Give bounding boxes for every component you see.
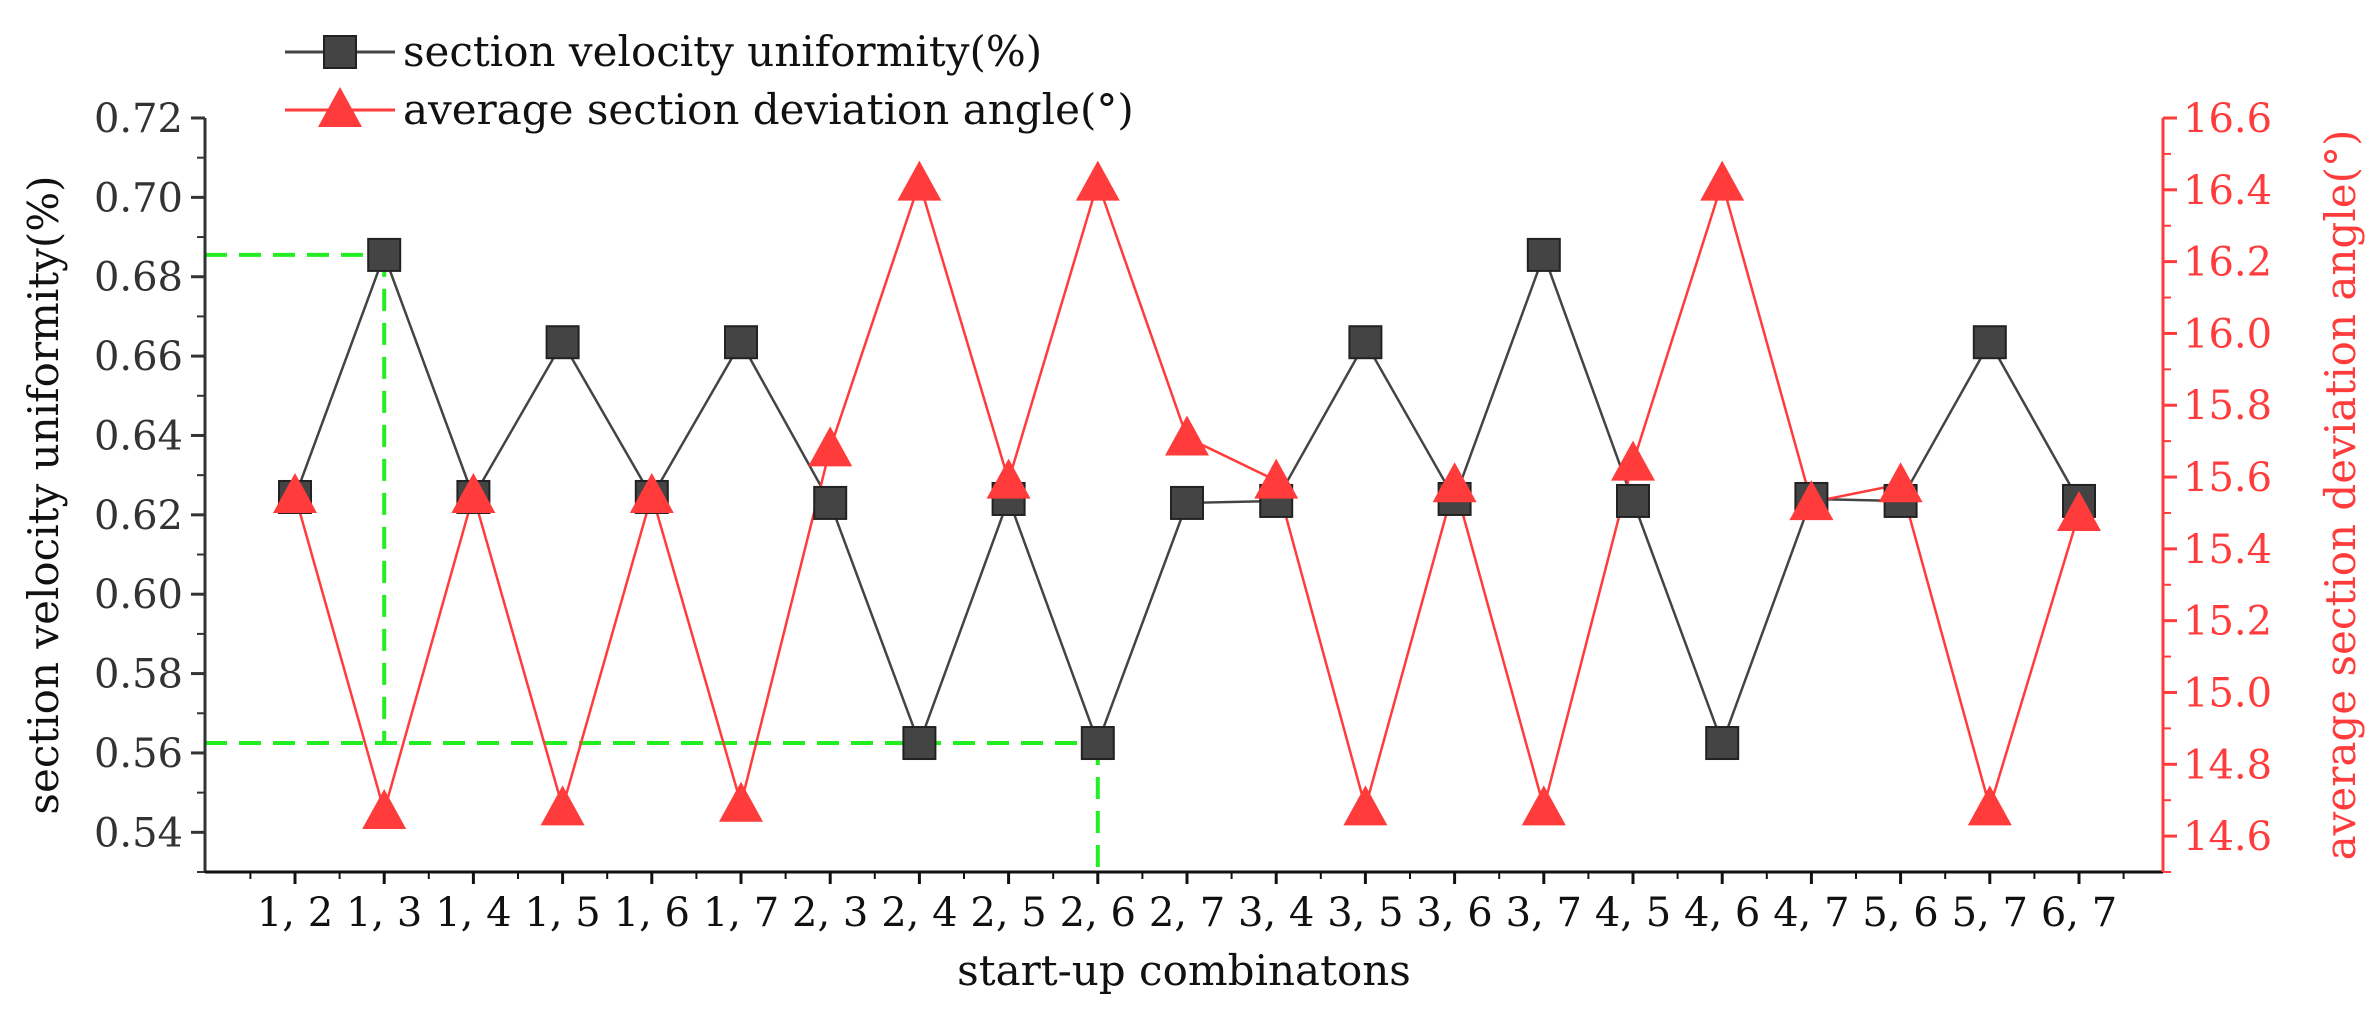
angle-point: [362, 788, 407, 829]
x-tick-label: 3, 5: [1327, 890, 1403, 936]
left-tick-label: 0.70: [94, 175, 183, 221]
x-axis-title: start-up combinatons: [957, 946, 1411, 995]
angle-point: [1521, 785, 1566, 826]
right-tick-label: 14.6: [2183, 814, 2272, 860]
uniformity-point: [367, 237, 402, 272]
right-tick-label: 15.4: [2183, 527, 2272, 573]
x-ticks: 1, 2 1, 3 1, 4 1, 5 1, 6 1, 7 2, 3 2, 4 2, 5 2, 6…: [249, 872, 2125, 936]
angle-point: [1700, 160, 1745, 201]
series-layer: [273, 160, 2101, 829]
angle-point: [1967, 785, 2012, 826]
x-tick-label: 4, 7: [1773, 890, 1849, 936]
left-axis-title: section velocity uniformity(%): [19, 175, 68, 814]
right-tick-label: 15.2: [2183, 599, 2272, 645]
left-tick-label: 0.54: [94, 810, 183, 856]
x-tick-label: 3, 7: [1506, 890, 1582, 936]
angle-point: [1789, 480, 1834, 521]
left-tick-label: 0.62: [94, 493, 183, 539]
uniformity-point: [813, 485, 848, 520]
left-tick-label: 0.72: [94, 96, 183, 142]
left-ticks: 0.54 0.56 0.58 0.60 0.62 0.64 0.66 0.68 0.70 0.72: [94, 96, 205, 873]
x-tick-label: 2, 5: [970, 890, 1046, 936]
x-tick-label: 5, 7: [1952, 890, 2028, 936]
right-tick-label: 16.4: [2183, 168, 2272, 214]
angle-point: [1254, 458, 1299, 499]
x-tick-label: 1, 3: [346, 890, 422, 936]
angle-point: [808, 426, 853, 467]
uniformity-point: [1972, 325, 2007, 360]
angle-point: [1075, 160, 1120, 201]
x-tick-label: 2, 7: [1149, 890, 1225, 936]
legend: section velocity uniformity(%) average s…: [285, 27, 1134, 134]
right-tick-label: 15.6: [2183, 455, 2272, 501]
axes: [203, 118, 2165, 874]
left-tick-label: 0.58: [94, 652, 183, 698]
legend-label-uniformity: section velocity uniformity(%): [403, 27, 1042, 76]
uniformity-point: [1616, 483, 1650, 518]
angle-point: [1343, 785, 1388, 826]
right-tick-label: 16.6: [2183, 96, 2272, 142]
left-tick-label: 0.66: [94, 334, 183, 380]
x-tick-label: 1, 6: [614, 890, 690, 936]
angle-point: [273, 473, 317, 513]
x-tick-label: 4, 6: [1684, 890, 1760, 936]
left-tick-label: 0.64: [94, 413, 183, 459]
angle-point: [540, 785, 585, 826]
x-tick-label: 2, 3: [792, 890, 868, 936]
angle-point: [719, 781, 763, 822]
legend-triangle-marker: [318, 87, 362, 127]
right-tick-label: 15.8: [2183, 383, 2272, 429]
uniformity-point: [545, 325, 580, 360]
legend-label-angle: average section deviation angle(°): [403, 85, 1134, 134]
x-tick-label: 2, 6: [1060, 890, 1136, 936]
x-tick-label: 3, 6: [1416, 890, 1492, 936]
right-tick-label: 15.0: [2183, 670, 2272, 716]
angle-point: [897, 160, 942, 201]
x-tick-label: 1, 2: [257, 890, 333, 936]
right-tick-label: 14.8: [2183, 742, 2272, 788]
x-tick-label: 1, 4: [435, 890, 511, 936]
right-axis-title: average section deviation angle(°): [2316, 130, 2365, 861]
left-tick-label: 0.68: [94, 255, 183, 301]
annotation-lines: [205, 252, 1100, 872]
x-tick-label: 1, 5: [524, 890, 600, 936]
angle-point: [451, 473, 496, 513]
uniformity-point: [902, 726, 937, 761]
x-tick-label: 5, 6: [1862, 890, 1938, 936]
uniformity-point: [1170, 485, 1204, 520]
angle-point: [986, 458, 1031, 499]
x-tick-label: 4, 5: [1595, 890, 1671, 936]
x-tick-label: 6, 7: [2041, 890, 2117, 936]
angle-point: [2057, 490, 2101, 531]
left-tick-label: 0.60: [94, 572, 183, 618]
x-tick-label: 3, 4: [1238, 890, 1314, 936]
right-tick-label: 16.0: [2183, 311, 2272, 357]
angle-point: [1432, 462, 1477, 503]
uniformity-point: [1080, 726, 1115, 761]
x-tick-label: 1, 7: [703, 890, 779, 936]
uniformity-point: [1705, 726, 1740, 761]
x-tick-label: 2, 4: [881, 890, 957, 936]
right-ticks: 14.6 14.8 15.0 15.2 15.4 15.6 15.8 16.0 16.2 16.4…: [2163, 96, 2272, 873]
angle-point: [629, 473, 674, 513]
left-tick-label: 0.56: [94, 731, 183, 777]
uniformity-point: [1348, 325, 1383, 360]
right-tick-label: 16.2: [2183, 240, 2272, 286]
uniformity-point: [1526, 237, 1561, 272]
legend-square-marker: [323, 35, 357, 69]
uniformity-point: [724, 325, 758, 360]
angle-point: [1611, 440, 1655, 481]
angle-point: [1878, 462, 1923, 503]
angle-point: [1165, 415, 1209, 456]
